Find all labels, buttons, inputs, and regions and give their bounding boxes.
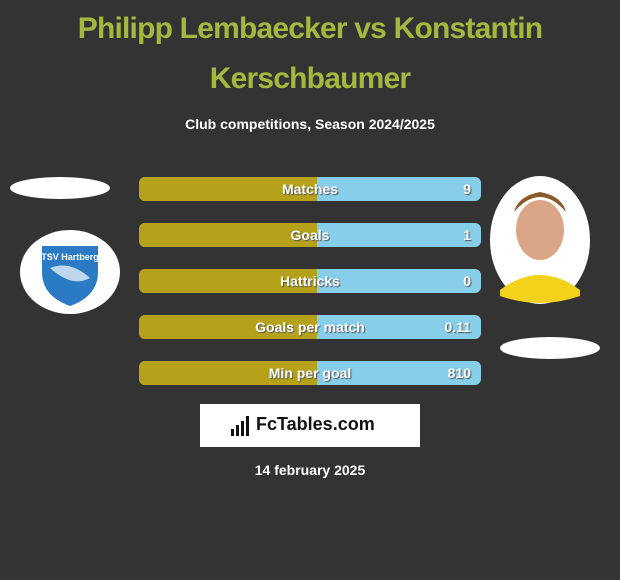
- stat-label: Hattricks: [280, 273, 340, 289]
- club-shield-detail: [50, 265, 90, 282]
- placeholder: [10, 177, 110, 199]
- stat-label: Goals: [290, 227, 330, 243]
- stat-row: Matches 9: [139, 177, 481, 201]
- stat-label: Min per goal: [268, 365, 352, 381]
- left-bar: [139, 315, 317, 339]
- stat-row: Hattricks 0: [139, 269, 481, 293]
- title: Philipp Lembaecker vs Konstantin Kerschb…: [77, 12, 543, 95]
- stat-label: Goals per match: [255, 319, 365, 335]
- stat-row: Goals 1: [139, 223, 481, 247]
- brand-name: FcTables.com: [256, 414, 375, 434]
- right-value: 0: [463, 273, 471, 289]
- player-hair: [514, 192, 566, 212]
- left-bar: [139, 361, 317, 385]
- date: 14 february 2025: [254, 462, 366, 478]
- stat-label: Matches: [281, 181, 339, 197]
- stat-row: Goals per match 0.11: [139, 315, 481, 339]
- right-value: 810: [447, 365, 471, 381]
- left-bar: [139, 177, 317, 201]
- player-shirt: [500, 275, 580, 303]
- left-bar: [139, 223, 317, 247]
- subtitle: Club competitions, Season 2024/2025: [185, 116, 435, 132]
- right-value: 9: [463, 181, 471, 197]
- stat-row: Min per goal 810: [139, 361, 481, 385]
- placeholder: [500, 337, 600, 359]
- left-bar: [139, 269, 317, 293]
- player-face: [516, 200, 564, 260]
- right-value: 1: [463, 227, 471, 243]
- club-name: TSV Hartberg: [41, 252, 99, 262]
- brand-box: FcTables.com: [200, 404, 420, 447]
- right-value: 0.11: [444, 319, 471, 335]
- brand-icon: [231, 416, 249, 436]
